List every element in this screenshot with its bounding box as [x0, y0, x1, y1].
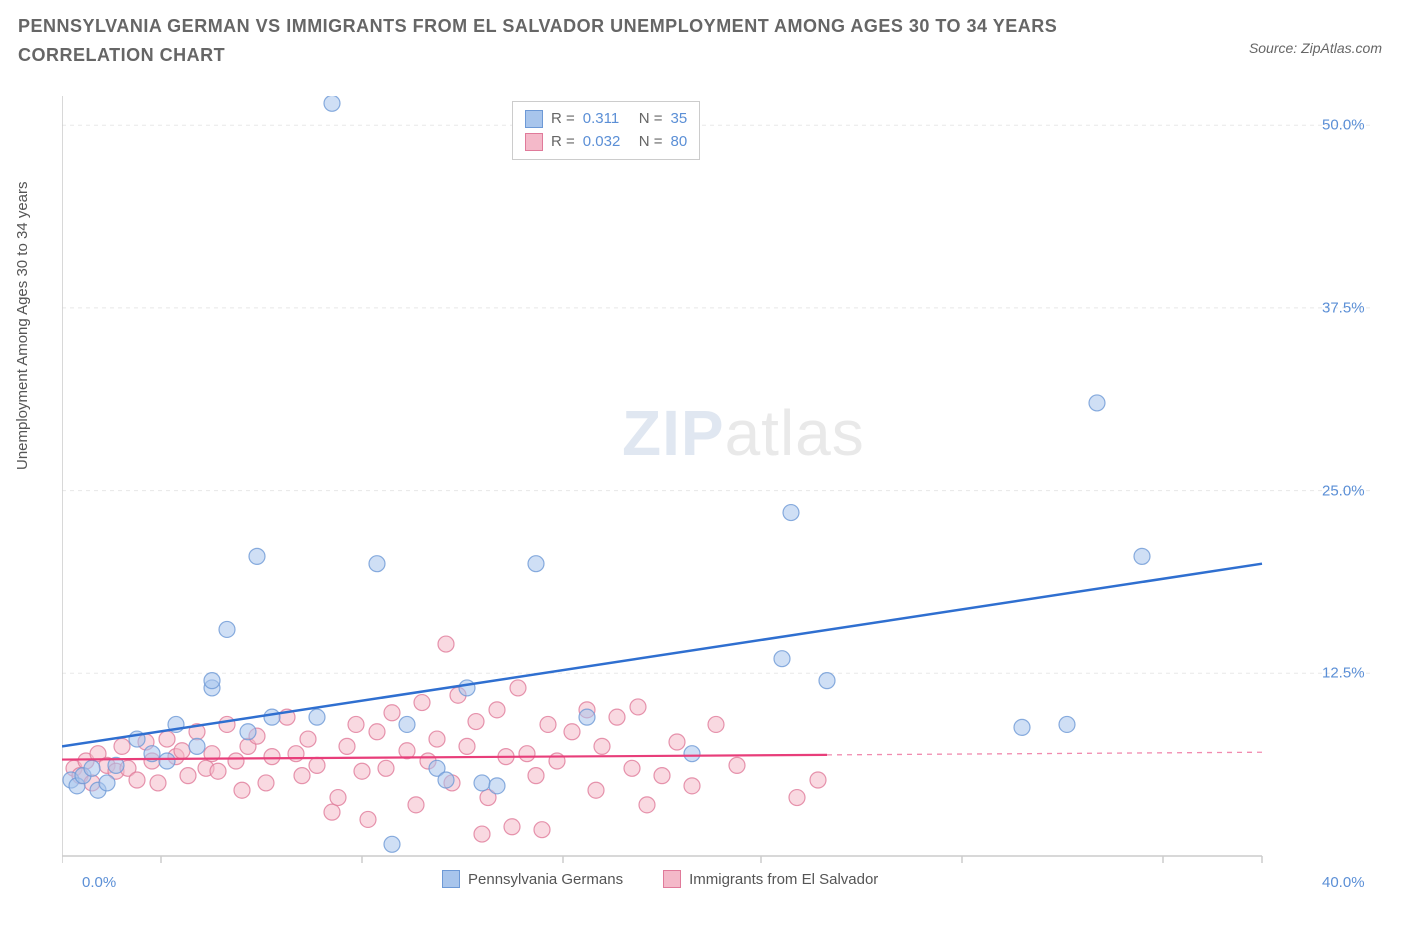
legend-row: R = 0.311 N = 35: [525, 108, 687, 131]
y-tick-label: 25.0%: [1322, 482, 1365, 499]
y-tick-label: 50.0%: [1322, 117, 1365, 134]
chart-title: PENNSYLVANIA GERMAN VS IMMIGRANTS FROM E…: [18, 12, 1138, 70]
legend-r-label: R =: [551, 108, 575, 131]
legend-r-value: 0.032: [583, 131, 631, 154]
legend-series-label: Immigrants from El Salvador: [689, 871, 878, 888]
y-axis-label: Unemployment Among Ages 30 to 34 years: [14, 181, 31, 470]
y-tick-label: 37.5%: [1322, 299, 1365, 316]
x-tick-label: 0.0%: [82, 874, 116, 891]
legend-swatch: [525, 133, 543, 151]
x-tick-label: 40.0%: [1322, 874, 1365, 891]
legend-n-label: N =: [639, 131, 663, 154]
legend-r-label: R =: [551, 131, 575, 154]
source-attribution: Source: ZipAtlas.com: [1249, 40, 1382, 56]
legend-swatch: [442, 870, 460, 888]
plot-svg: [62, 96, 1382, 876]
legend-n-label: N =: [639, 108, 663, 131]
legend-n-value: 35: [671, 108, 688, 131]
legend-n-value: 80: [671, 131, 688, 154]
header: PENNSYLVANIA GERMAN VS IMMIGRANTS FROM E…: [0, 0, 1406, 70]
legend-correlation: R = 0.311 N = 35 R = 0.032 N = 80: [512, 101, 700, 160]
legend-series-item: Immigrants from El Salvador: [663, 870, 878, 888]
legend-swatch: [525, 110, 543, 128]
legend-r-value: 0.311: [583, 108, 631, 131]
scatter-plot: 12.5%25.0%37.5%50.0% 0.0%40.0% ZIPatlas …: [62, 96, 1382, 876]
legend-row: R = 0.032 N = 80: [525, 131, 687, 154]
legend-swatch: [663, 870, 681, 888]
legend-series-label: Pennsylvania Germans: [468, 871, 623, 888]
legend-series-item: Pennsylvania Germans: [442, 870, 623, 888]
legend-series: Pennsylvania Germans Immigrants from El S…: [442, 870, 878, 888]
y-tick-label: 12.5%: [1322, 665, 1365, 682]
